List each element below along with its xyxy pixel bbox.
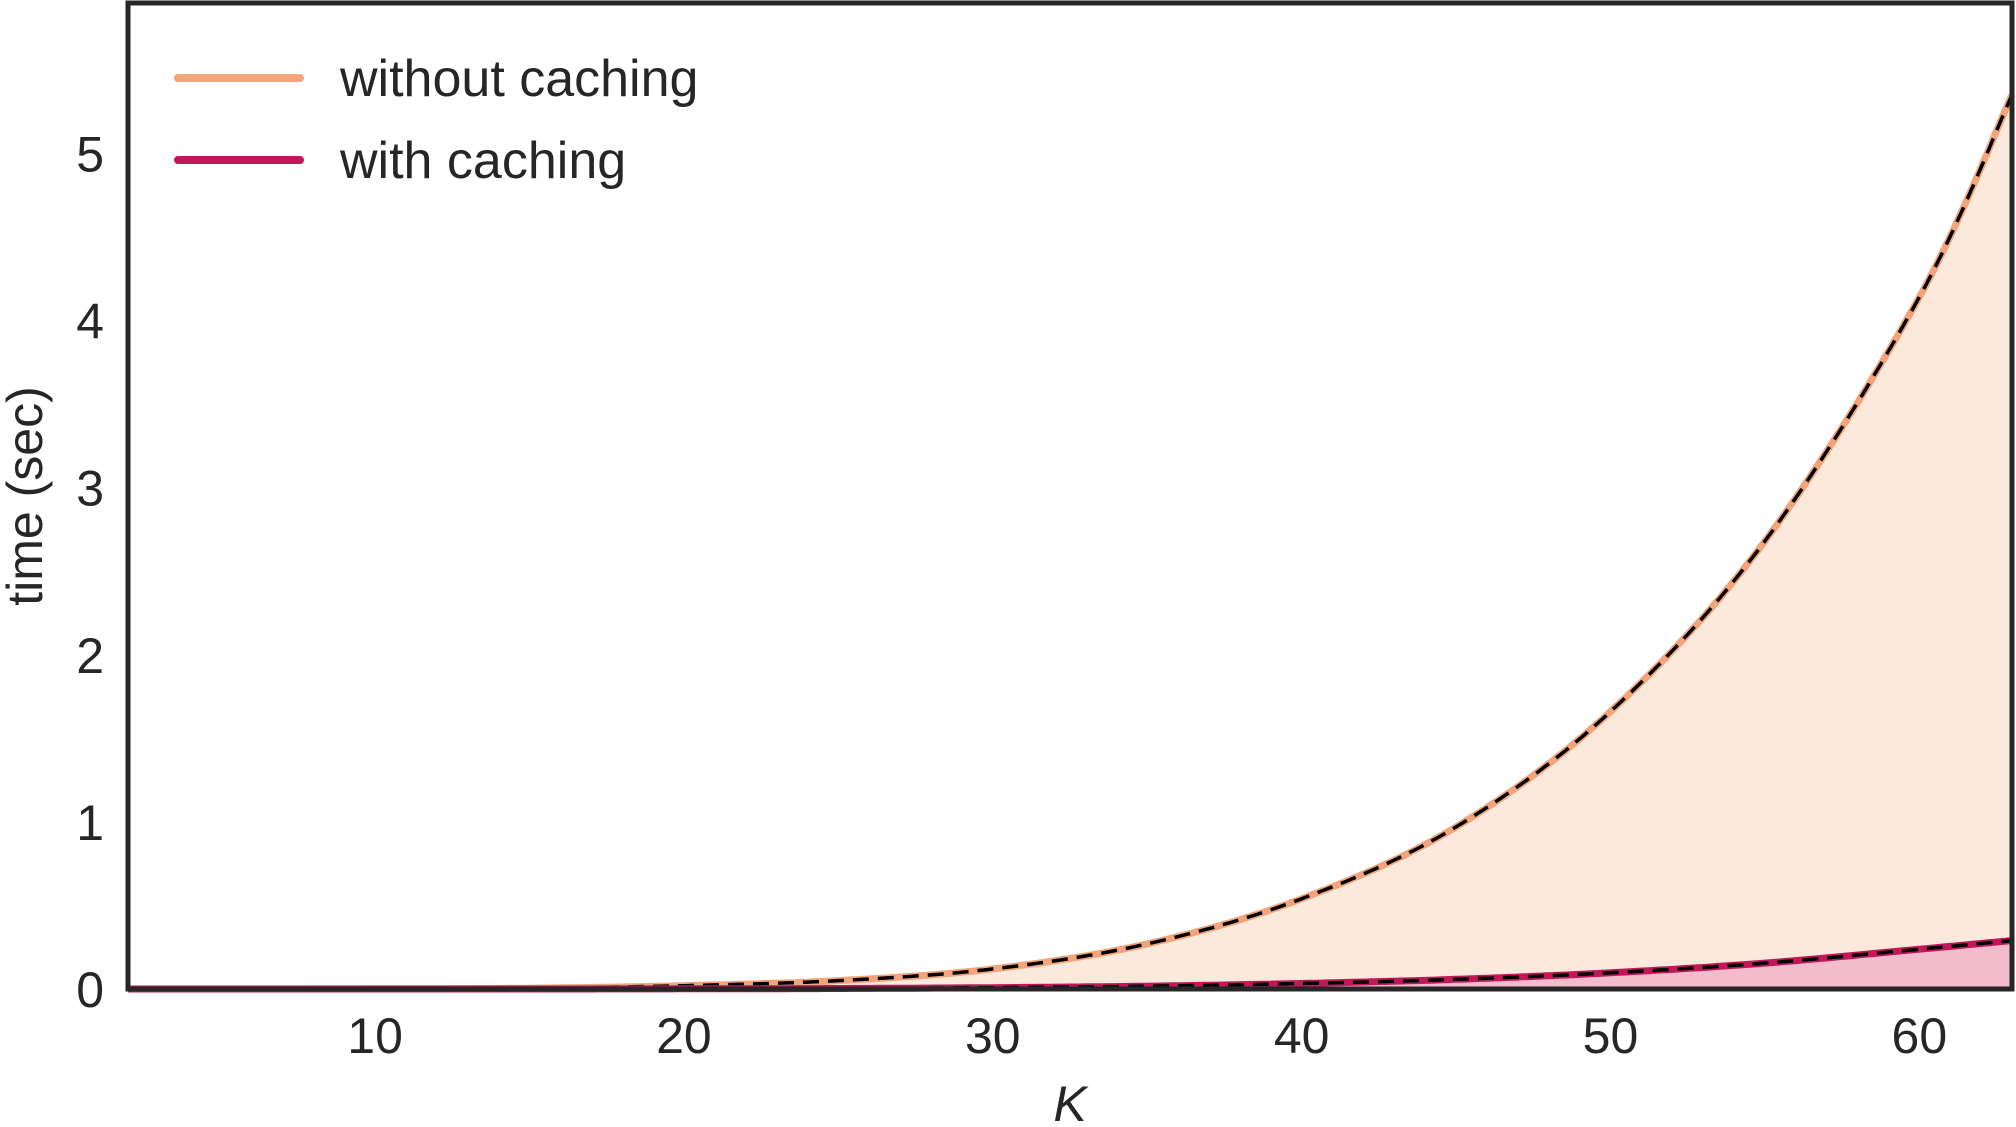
- y-tick-label: 4: [76, 294, 104, 350]
- fit-line-1: [128, 94, 2014, 991]
- plot-frame: [125, 0, 2015, 992]
- x-tick-labels: 10 20 30 40 50 60: [347, 1008, 1947, 1064]
- y-tick-labels: 0 1 2 3 4 5: [76, 126, 104, 1018]
- legend: without caching with caching: [174, 50, 698, 190]
- fit-line-2: [128, 938, 2013, 991]
- x-tick-label: 10: [347, 1008, 403, 1064]
- y-tick-label: 1: [76, 795, 104, 851]
- legend-label-2: with caching: [339, 132, 626, 190]
- x-tick-label: 50: [1583, 1008, 1639, 1064]
- y-tick-label: 3: [76, 461, 104, 517]
- x-tick-label: 20: [656, 1008, 712, 1064]
- series-area-1: [128, 94, 2012, 989]
- y-tick-label: 5: [76, 126, 104, 182]
- y-tick-label: 2: [76, 628, 104, 684]
- y-axis-label: time (sec): [0, 386, 53, 605]
- x-tick-label: 40: [1274, 1008, 1330, 1064]
- x-tick-label: 60: [1892, 1008, 1948, 1064]
- x-axis-label: K: [1053, 1076, 1089, 1127]
- legend-label-1: without caching: [339, 50, 698, 108]
- plot-border: [125, 0, 2015, 992]
- x-tick-label: 30: [965, 1008, 1021, 1064]
- area-fills: [128, 94, 2012, 989]
- y-tick-label: 0: [76, 962, 104, 1018]
